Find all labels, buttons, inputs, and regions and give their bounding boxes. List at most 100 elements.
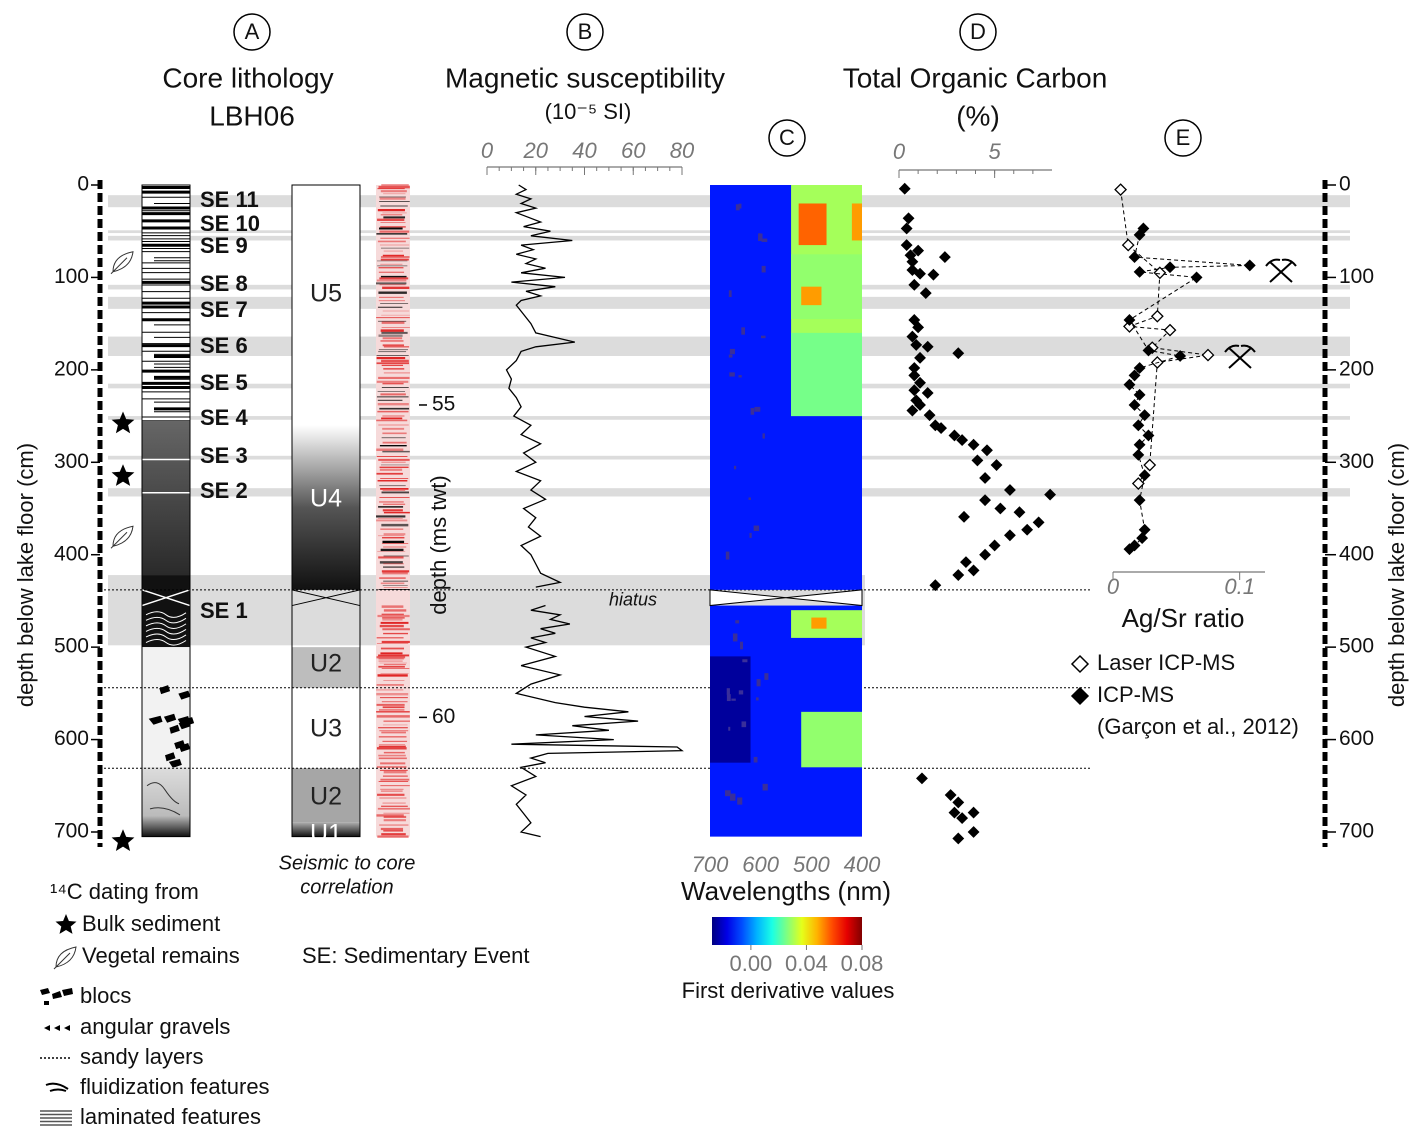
legend-label: Laser ICP-MS <box>1097 650 1235 675</box>
colorbar-label: First derivative values <box>682 978 895 1003</box>
point <box>1123 319 1136 333</box>
point <box>1190 271 1203 284</box>
point <box>921 340 934 353</box>
bloc <box>168 758 182 768</box>
fluid-lines <box>145 622 187 629</box>
unit <box>292 425 360 590</box>
point <box>927 268 940 281</box>
point <box>1133 362 1146 374</box>
point <box>898 182 911 195</box>
point <box>912 244 925 257</box>
colorbar-tick-label: 0.00 <box>729 951 772 976</box>
x-tick-label: 600 <box>742 852 779 877</box>
event-label: SE 5 <box>200 370 248 395</box>
data-line <box>505 184 684 838</box>
legend-label: Bulk sediment <box>82 911 220 936</box>
panel-letter: C <box>779 125 795 150</box>
letter-circle <box>1164 119 1202 157</box>
point <box>958 510 970 523</box>
heat-speck <box>762 783 768 791</box>
unit <box>292 768 360 823</box>
point <box>1143 458 1157 472</box>
heat-speck <box>761 238 768 242</box>
point <box>1004 484 1016 496</box>
y-tick-label: 0 <box>1339 173 1351 196</box>
fluid-lines <box>145 639 187 646</box>
heat-speck <box>725 551 730 560</box>
event-label: SE 7 <box>200 297 248 322</box>
point <box>952 347 965 360</box>
point <box>1133 388 1146 401</box>
point <box>994 502 1007 515</box>
point <box>1131 477 1145 490</box>
heat-speck <box>738 690 744 695</box>
y-tick-label: 500 <box>1339 635 1374 658</box>
y-tick-label: 300 <box>1339 450 1374 473</box>
point <box>1128 369 1141 382</box>
dating-leaf <box>110 251 134 275</box>
point <box>1032 516 1045 529</box>
heat-speck <box>729 372 735 377</box>
y-tick-label: 700 <box>1339 820 1374 843</box>
legend-leaf <box>53 946 77 970</box>
point <box>952 569 965 581</box>
x-tick-label: 700 <box>692 852 729 877</box>
point <box>1123 543 1136 556</box>
point <box>1163 323 1177 337</box>
heat-speck <box>756 697 759 701</box>
y-tick-label: 600 <box>1339 727 1374 750</box>
point <box>906 404 919 417</box>
panel-title: Core lithology <box>162 62 333 93</box>
bloc <box>178 690 191 700</box>
litho-dark <box>142 420 190 576</box>
heat-speck <box>728 354 733 358</box>
x-axis-label: Wavelengths (nm) <box>681 876 891 906</box>
point <box>948 806 961 819</box>
point <box>1013 506 1026 519</box>
y-tick-label: 400 <box>1339 542 1374 565</box>
fluid-lines <box>146 782 181 816</box>
heat-speck <box>760 335 766 339</box>
hiatus-cross <box>291 589 361 607</box>
fluid-lines <box>145 611 187 618</box>
dating-star <box>111 464 135 486</box>
legend-symbol <box>1070 686 1090 706</box>
heat-speck <box>738 203 742 209</box>
heat-speck <box>750 408 755 415</box>
x-tick-label: 0.1 <box>1224 574 1255 599</box>
bloc <box>148 715 163 725</box>
seismic-caption: correlation <box>300 876 393 898</box>
panel-subtitle: (10⁻⁵ SI) <box>545 99 632 124</box>
dating-star <box>111 829 135 851</box>
heat-speck <box>764 673 769 680</box>
point <box>912 321 925 334</box>
heat-speck <box>737 797 743 805</box>
point <box>1004 529 1016 542</box>
point <box>908 278 921 291</box>
point <box>929 419 942 432</box>
bloc <box>165 752 176 762</box>
letter-circle <box>768 119 806 157</box>
point <box>1128 251 1141 264</box>
point <box>1128 399 1141 411</box>
heat-cell <box>811 617 827 629</box>
connector <box>1128 228 1250 550</box>
colorbar-tick-label: 0.04 <box>785 951 828 976</box>
point <box>956 434 969 447</box>
point <box>1164 261 1176 274</box>
heat-speck <box>731 698 736 701</box>
point <box>906 264 919 276</box>
point <box>967 826 980 838</box>
heat-speck <box>753 756 758 763</box>
point <box>1133 438 1146 451</box>
point <box>956 812 969 825</box>
point <box>944 789 957 801</box>
heat-speck <box>732 633 738 642</box>
event-label: SE 6 <box>200 333 248 358</box>
heat-speck <box>758 233 761 238</box>
panel-letter: B <box>578 19 593 44</box>
litho-frame <box>141 184 191 838</box>
event-label: SE 2 <box>200 478 248 503</box>
event-label: SE 3 <box>200 443 248 468</box>
point <box>1150 309 1164 323</box>
